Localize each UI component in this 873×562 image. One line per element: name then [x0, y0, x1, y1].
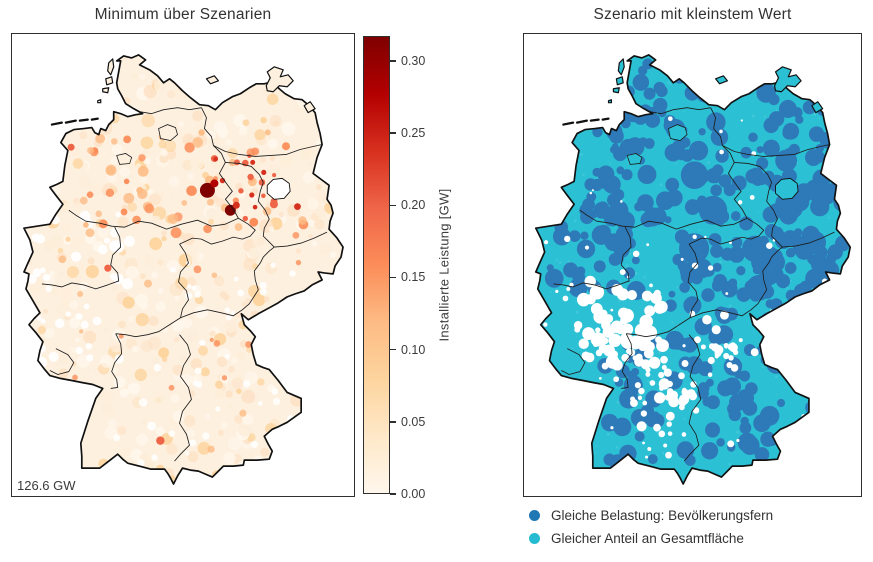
choropleth-map-germany-minimum	[23, 54, 344, 485]
colorbar-tick-mark	[390, 132, 396, 134]
colorbar-tick-mark	[390, 60, 396, 62]
colorbar-tick-mark	[390, 421, 396, 423]
legend-item: Gleiche Belastung: Bevölkerungsfern	[529, 504, 773, 527]
colorbar-tick-label: 0.10	[401, 342, 426, 357]
legend-marker-blue-icon	[529, 510, 540, 521]
left-map-frame: 126.6 GW	[11, 33, 355, 497]
colorbar	[363, 36, 390, 494]
colorbar-tick-mark	[390, 204, 396, 206]
colorbar-tick-label: 0.20	[401, 198, 426, 213]
colorbar-tick-mark	[390, 493, 396, 495]
total-capacity-label: 126.6 GW	[17, 478, 76, 493]
colorbar-axis-label: Installierte Leistung [GW]	[436, 188, 452, 342]
scenario-map-germany	[534, 54, 852, 485]
right-map-frame	[523, 33, 862, 497]
legend-label: Gleiche Belastung: Bevölkerungsfern	[551, 508, 774, 523]
colorbar-tick-label: 0.00	[401, 487, 426, 501]
colorbar-tick-label: 0.25	[401, 126, 426, 141]
legend: Gleiche Belastung: Bevölkerungsfern Glei…	[529, 504, 773, 550]
legend-label: Gleicher Anteil an Gesamtfläche	[551, 531, 744, 546]
colorbar-tick-mark	[390, 276, 396, 279]
colorbar-tick-label: 0.15	[401, 270, 426, 285]
colorbar-tick-mark	[390, 348, 396, 351]
legend-item: Gleicher Anteil an Gesamtfläche	[529, 527, 773, 550]
left-map-title: Minimum über Szenarien	[94, 6, 272, 23]
colorbar-ticks: 0.00 0.05 0.10 0.15 0.20 0.25 0.30	[390, 36, 460, 501]
colorbar-tick-label: 0.05	[401, 414, 426, 429]
colorbar-tick-label: 0.30	[401, 53, 426, 68]
right-map-title: Szenario mit kleinstem Wert	[593, 6, 792, 23]
legend-marker-cyan-icon	[529, 533, 540, 544]
